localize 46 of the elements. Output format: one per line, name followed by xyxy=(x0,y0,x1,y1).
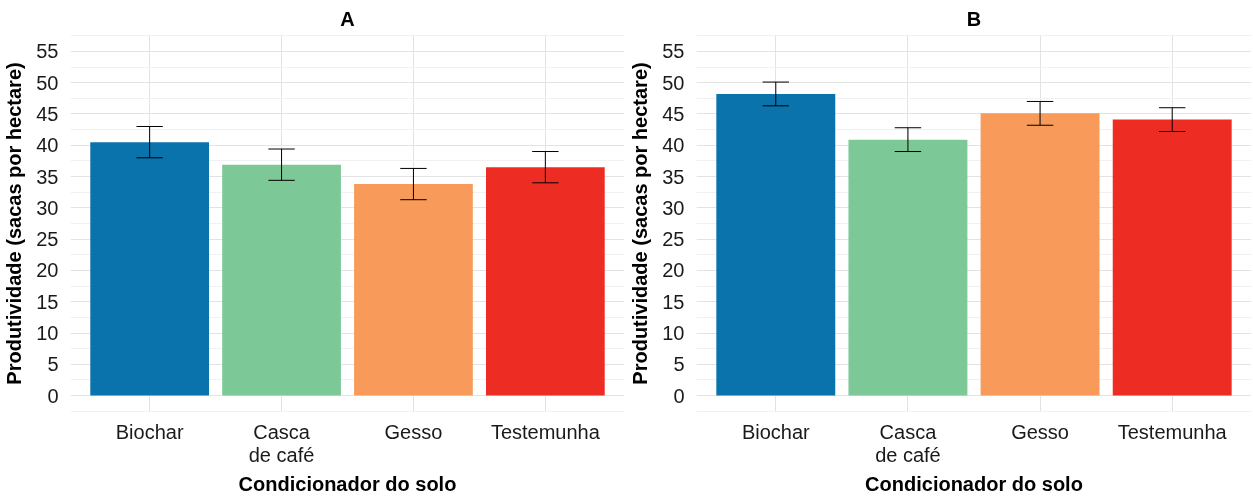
y-tick-label: 40 xyxy=(662,134,685,157)
y-tick-label: 40 xyxy=(36,134,59,157)
y-tick-label: 15 xyxy=(662,290,685,313)
bar xyxy=(90,142,209,396)
y-tick-label: 50 xyxy=(36,71,59,94)
y-tick-label: 10 xyxy=(36,322,59,345)
y-tick-label: 25 xyxy=(662,228,685,251)
bar xyxy=(848,139,968,396)
y-tick-label: 35 xyxy=(36,165,59,188)
x-axis-title: Condicionador do solo xyxy=(865,472,1083,495)
x-tick-label: Testemunha xyxy=(1117,420,1228,443)
bar xyxy=(716,93,836,396)
y-tick-label: 0 xyxy=(47,384,59,407)
y-tick-label: 5 xyxy=(673,353,685,376)
x-tick-label: Gesso xyxy=(384,420,443,443)
y-tick-label: 55 xyxy=(36,40,59,63)
y-axis-title: Produtividade (sacas por hectare) xyxy=(3,62,26,385)
bar xyxy=(486,167,605,396)
bar xyxy=(222,164,341,396)
y-tick-label: 5 xyxy=(47,353,59,376)
y-tick-label: 50 xyxy=(662,71,685,94)
chart-title: B xyxy=(966,7,982,30)
x-tick-label: Gesso xyxy=(1011,420,1069,443)
bar xyxy=(1112,119,1232,396)
y-tick-label: 30 xyxy=(662,196,685,219)
x-tick-label: Biochar xyxy=(741,420,811,443)
y-tick-label: 35 xyxy=(662,165,685,188)
chart-title: A xyxy=(340,7,355,30)
bar xyxy=(354,184,473,396)
y-axis-title: Produtividade (sacas por hectare) xyxy=(629,62,652,385)
x-axis-title: Condicionador do solo xyxy=(238,472,457,495)
y-tick-label: 0 xyxy=(673,384,685,407)
y-tick-label: 15 xyxy=(36,290,59,313)
y-tick-label: 45 xyxy=(662,102,685,125)
x-tick-label: Biochar xyxy=(115,420,184,443)
x-tick-label: Casca de café xyxy=(875,420,941,466)
y-tick-label: 20 xyxy=(36,259,59,282)
y-tick-label: 45 xyxy=(36,102,59,125)
y-tick-label: 10 xyxy=(662,322,685,345)
x-tick-label: Casca de café xyxy=(248,420,315,466)
y-tick-label: 20 xyxy=(662,259,685,282)
y-tick-label: 25 xyxy=(36,228,59,251)
y-tick-label: 55 xyxy=(662,40,685,63)
bar xyxy=(980,113,1100,396)
x-tick-label: Testemunha xyxy=(490,420,601,443)
y-tick-label: 30 xyxy=(36,196,59,219)
